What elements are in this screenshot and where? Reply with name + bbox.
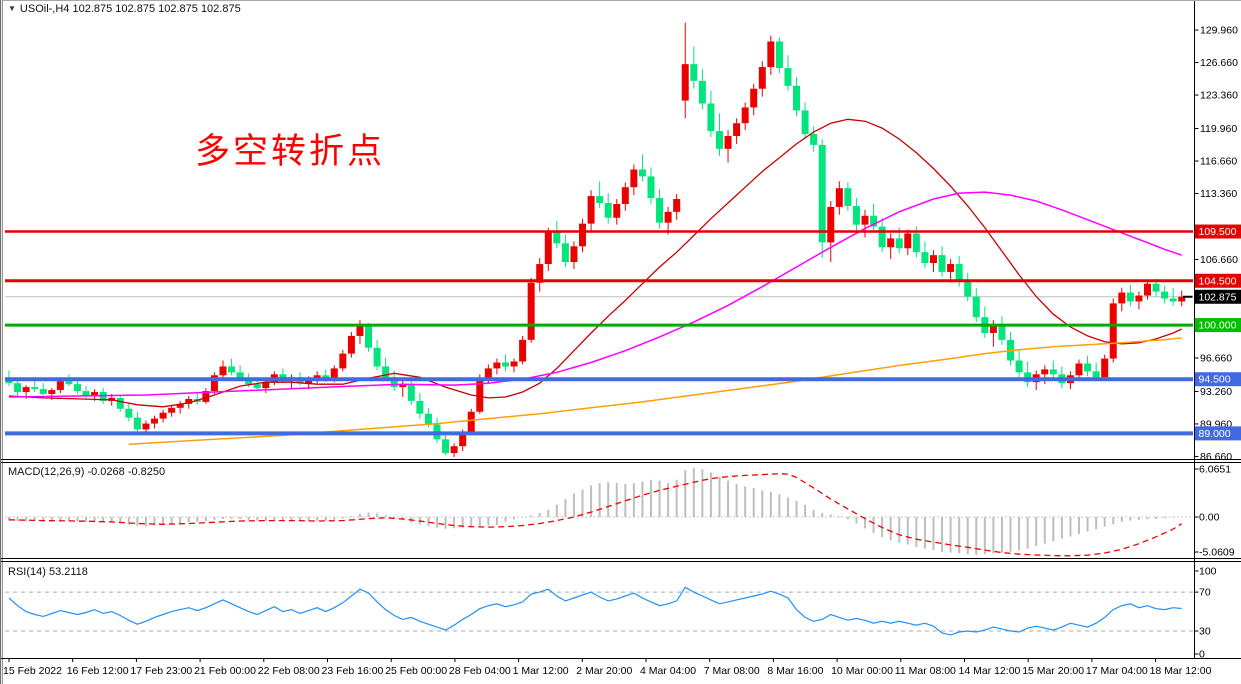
svg-text:15 Feb 2022: 15 Feb 2022 (3, 665, 62, 677)
svg-text:89.000: 89.000 (1199, 428, 1231, 440)
svg-text:104.500: 104.500 (1199, 275, 1237, 287)
svg-text:126.660: 126.660 (1200, 57, 1238, 69)
symbol-ohlc-text: USOil-,H4 102.875 102.875 102.875 102.87… (19, 3, 241, 15)
svg-text:11 Mar 08:00: 11 Mar 08:00 (895, 665, 956, 677)
svg-text:100.000: 100.000 (1199, 320, 1237, 332)
svg-text:93.260: 93.260 (1200, 386, 1232, 398)
svg-text:4 Mar 04:00: 4 Mar 04:00 (640, 665, 696, 677)
svg-text:70: 70 (1199, 587, 1211, 599)
svg-text:0: 0 (1199, 649, 1205, 661)
svg-text:8 Mar 16:00: 8 Mar 16:00 (767, 665, 823, 677)
time-axis: 15 Feb 2022 16 Feb 12:00 17 Feb 23:00 21 Fe… (3, 658, 1212, 677)
level-lines[interactable] (5, 230, 1193, 436)
svg-text:7 Mar 08:00: 7 Mar 08:00 (704, 665, 760, 677)
expand-symbol-icon[interactable]: ▼ (8, 4, 16, 13)
current-price-badge: 102.875 (1195, 289, 1241, 304)
svg-text:17 Feb 23:00: 17 Feb 23:00 (130, 665, 192, 677)
svg-text:22 Feb 08:00: 22 Feb 08:00 (258, 665, 320, 677)
svg-text:18 Mar 12:00: 18 Mar 12:00 (1150, 665, 1212, 677)
macd-histogram (8, 468, 1183, 555)
svg-text:23 Feb 16:00: 23 Feb 16:00 (322, 665, 384, 677)
level-badge-104.500: 104.500 (1195, 273, 1241, 288)
svg-text:129.960: 129.960 (1200, 25, 1238, 37)
svg-text:14 Mar 12:00: 14 Mar 12:00 (959, 665, 1021, 677)
chart-title: ▼ USOil-,H4 102.875 102.875 102.875 102.8… (8, 3, 241, 15)
svg-text:86.660: 86.660 (1200, 451, 1232, 463)
svg-text:102.875: 102.875 (1199, 291, 1237, 303)
svg-text:-5.0609: -5.0609 (1199, 547, 1235, 559)
level-badge-109.500: 109.500 (1195, 224, 1241, 239)
svg-text:0.00: 0.00 (1199, 512, 1220, 524)
svg-text:17 Mar 04:00: 17 Mar 04:00 (1086, 665, 1148, 677)
slow-ma-line (128, 337, 1182, 445)
trend-annotation[interactable]: 多空转折点 (195, 132, 386, 171)
macd-indicator-label: MACD(12,26,9) -0.0268 -0.8250 (8, 466, 166, 478)
svg-text:15 Mar 20:00: 15 Mar 20:00 (1022, 665, 1084, 677)
rsi-level-lines (5, 591, 1193, 632)
macd-axis: 6.0651 0.00 -5.0609 (1194, 464, 1235, 559)
svg-text:28 Feb 04:00: 28 Feb 04:00 (449, 665, 511, 677)
svg-text:94.500: 94.500 (1199, 374, 1231, 386)
rsi-axis: 100 70 30 0 (1194, 566, 1217, 661)
svg-text:6.0651: 6.0651 (1199, 464, 1231, 476)
price-axis: 129.960 126.660 123.360 119.960 116.660 113.3… (1194, 1, 1238, 659)
fast-ma-line (8, 118, 1182, 408)
rsi-line (8, 586, 1182, 636)
svg-text:16 Feb 12:00: 16 Feb 12:00 (67, 665, 129, 677)
svg-text:25 Feb 00:00: 25 Feb 00:00 (385, 665, 447, 677)
svg-text:10 Mar 00:00: 10 Mar 00:00 (831, 665, 893, 677)
level-badge-100.000: 100.000 (1195, 318, 1241, 333)
svg-text:109.500: 109.500 (1199, 226, 1237, 238)
svg-text:100: 100 (1199, 566, 1217, 578)
mid-ma-line (8, 191, 1182, 398)
svg-text:96.660: 96.660 (1200, 352, 1232, 364)
svg-text:2 Mar 20:00: 2 Mar 20:00 (576, 665, 632, 677)
svg-text:116.660: 116.660 (1200, 156, 1237, 168)
svg-text:1 Mar 12:00: 1 Mar 12:00 (513, 665, 569, 677)
svg-text:106.660: 106.660 (1200, 254, 1238, 266)
panel-separators[interactable] (1, 459, 1241, 659)
window-splitter[interactable] (0, 0, 3, 684)
svg-text:119.960: 119.960 (1200, 123, 1237, 135)
svg-text:113.360: 113.360 (1200, 188, 1237, 200)
rsi-indicator-label: RSI(14) 53.2118 (8, 566, 88, 578)
svg-text:21 Feb 00:00: 21 Feb 00:00 (194, 665, 256, 677)
level-badge-89.000: 89.000 (1195, 426, 1241, 441)
window-top-edge (0, 0, 1241, 1)
macd-signal-line (8, 473, 1183, 557)
level-badge-94.500: 94.500 (1195, 372, 1241, 387)
candles-layer[interactable] (5, 22, 1186, 458)
svg-text:123.360: 123.360 (1200, 90, 1238, 102)
svg-text:30: 30 (1199, 626, 1211, 638)
